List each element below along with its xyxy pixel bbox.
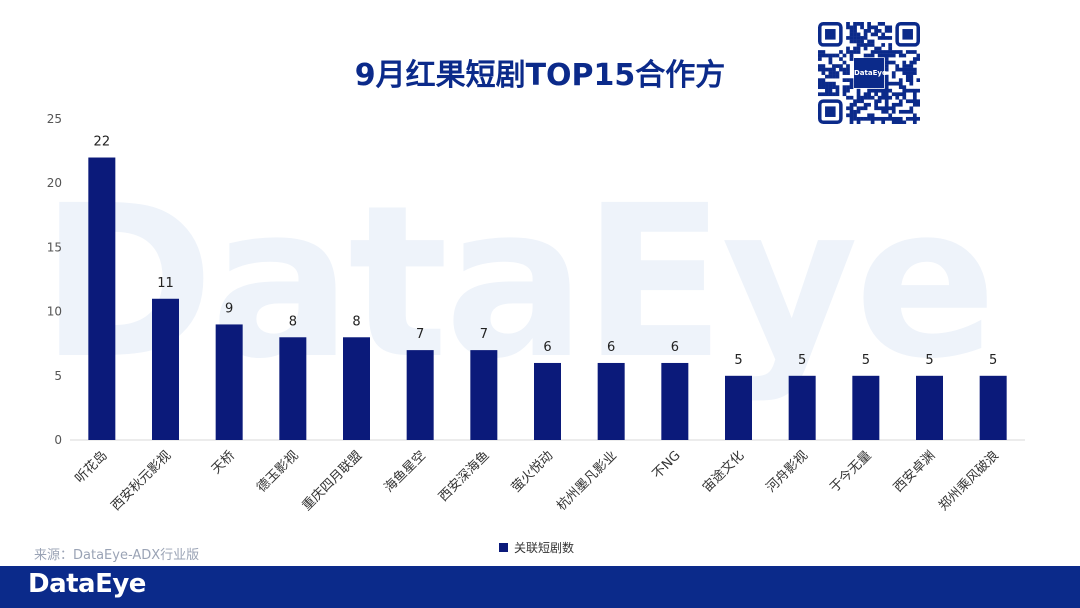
footer-logo: DataEye [28, 569, 146, 599]
category-label: 萤火悦动 [509, 448, 556, 495]
bar-chart: 0 5 10 15 20 25 22 听花岛 11 西安秋元影视 9 天桥 8 德玉影视 8 重庆四月联盟 7 海… [47, 112, 1025, 514]
bar [661, 362, 689, 440]
data-label: 5 [925, 353, 933, 368]
source-note: 来源：DataEye-ADX行业版 [34, 548, 200, 563]
category-label: 西安秋元影视 [109, 448, 175, 514]
bar [406, 350, 434, 440]
category-label: 杭州墨凡影业 [554, 448, 620, 514]
data-label: 8 [289, 314, 297, 329]
category-label: 重庆四月联盟 [299, 448, 365, 514]
legend: 关联短剧数 [499, 539, 574, 556]
y-tick-label: 15 [47, 240, 62, 254]
category-label: 德玉影视 [254, 448, 301, 495]
y-tick-label: 0 [54, 433, 62, 447]
bar [788, 375, 816, 440]
data-label: 6 [671, 340, 679, 355]
category-label: 天桥 [209, 448, 238, 477]
qr-center-logo: DataEye [854, 58, 887, 88]
category-label: 听花岛 [72, 448, 111, 487]
bar [979, 375, 1007, 440]
data-label: 8 [352, 314, 360, 329]
data-label: 5 [734, 353, 742, 368]
category-label: 宙途文化 [699, 448, 747, 496]
data-label: 5 [989, 353, 997, 368]
bar [852, 375, 880, 440]
footer-bar: DataEye [0, 566, 1080, 608]
qr-code: DataEye [818, 22, 921, 125]
category-label: 西安卓渊 [891, 448, 938, 495]
data-label: 7 [480, 327, 488, 342]
category-label: 于今无量 [827, 448, 875, 496]
category-label: 海鱼星空 [381, 448, 429, 496]
data-label: 6 [607, 340, 615, 355]
bar [534, 362, 561, 440]
y-tick-label: 10 [47, 305, 62, 319]
category-label: 不NG [650, 448, 684, 482]
category-label: 郑州乘风破浪 [936, 448, 1002, 514]
bar [215, 324, 243, 440]
category-label: 河舟影视 [764, 448, 811, 495]
watermark: DataEye [40, 160, 997, 405]
chart-title: 9月红果短剧TOP15合作方 [354, 58, 726, 93]
data-label: 5 [862, 353, 870, 368]
y-tick-label: 5 [54, 369, 62, 383]
legend-label: 关联短剧数 [514, 541, 575, 555]
data-label: 11 [157, 276, 174, 291]
category-label: 西安深海鱼 [435, 448, 492, 505]
bar [279, 337, 307, 440]
data-label: 6 [543, 340, 551, 355]
bar [343, 337, 370, 440]
bar [470, 350, 498, 440]
legend-swatch [499, 543, 508, 552]
data-label: 9 [225, 301, 233, 316]
data-label: 7 [416, 327, 424, 342]
y-tick-label: 25 [47, 112, 62, 126]
bar [152, 298, 179, 440]
bar [88, 157, 116, 440]
bar [916, 375, 943, 440]
bar [597, 362, 625, 440]
y-tick-label: 20 [47, 176, 62, 190]
data-label: 5 [798, 353, 806, 368]
data-label: 22 [94, 135, 111, 150]
bar [725, 375, 752, 440]
